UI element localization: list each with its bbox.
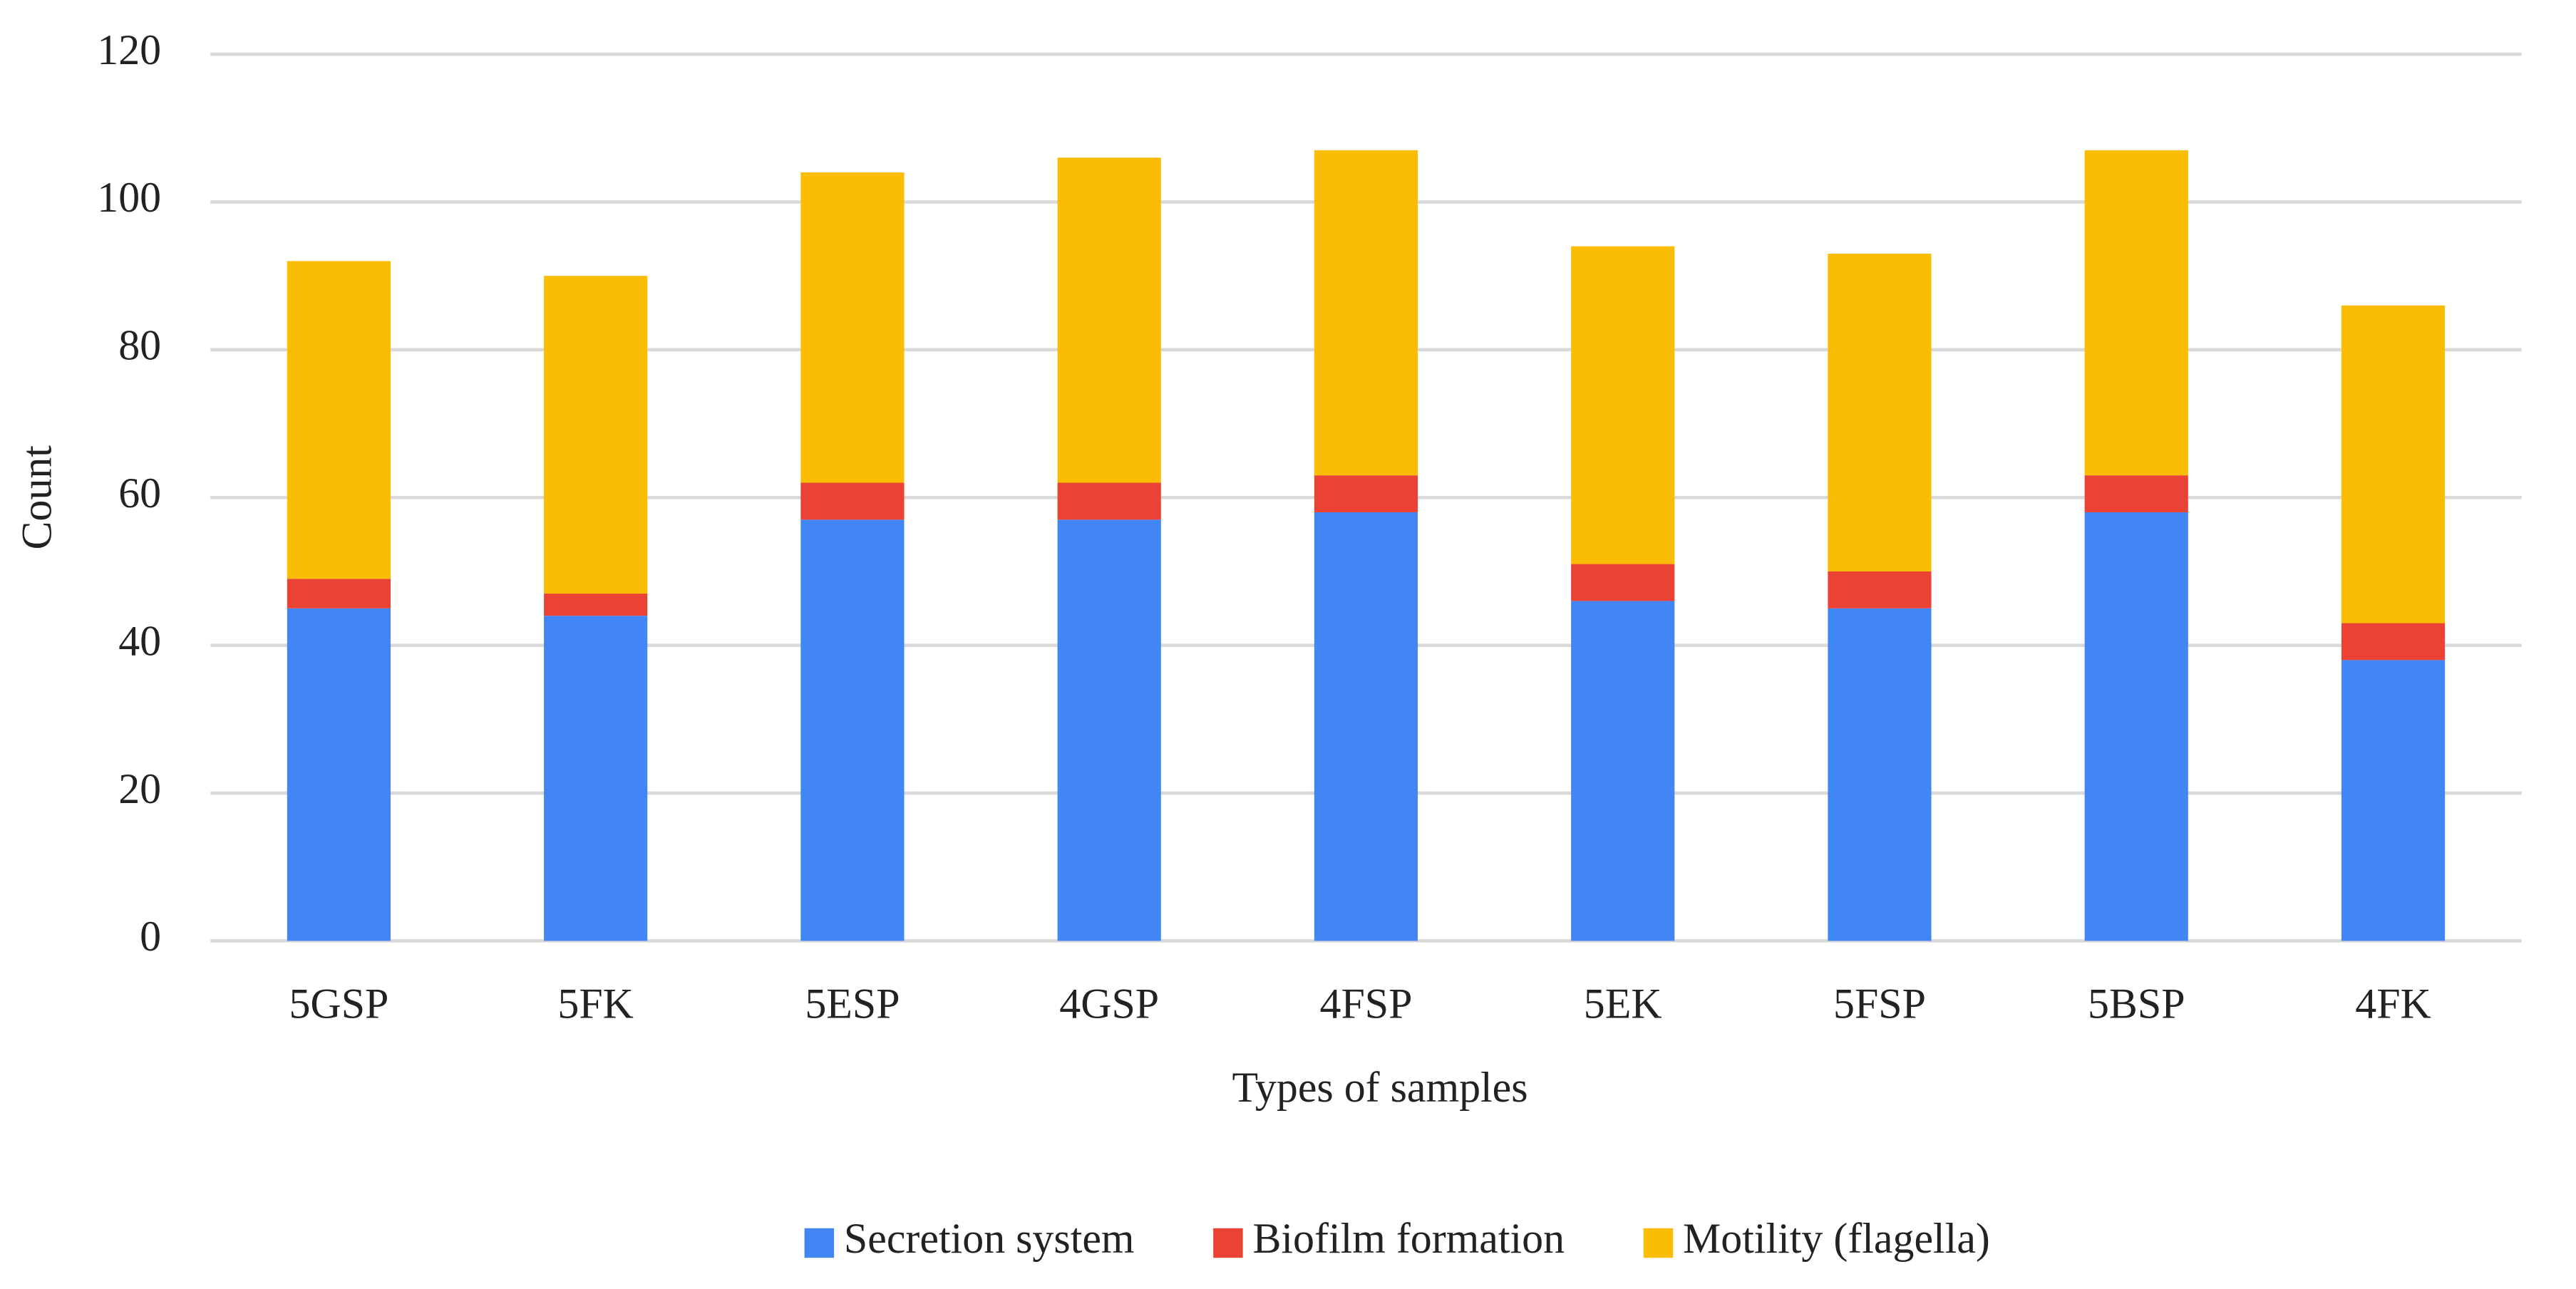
bar-segment xyxy=(1314,150,1418,476)
bar-segment xyxy=(1314,512,1418,941)
y-tick-label: 0 xyxy=(140,913,161,960)
bar-segment xyxy=(544,616,648,941)
x-tick-label: 5BSP xyxy=(2088,980,2185,1027)
legend-label: Biofilm formation xyxy=(1252,1215,1565,1262)
x-tick-label: 4GSP xyxy=(1059,980,1159,1027)
y-axis-title: Count xyxy=(14,445,61,550)
legend-swatch xyxy=(1213,1228,1243,1258)
bar-segment xyxy=(1828,608,1932,941)
legend-label: Motility (flagella) xyxy=(1683,1215,1990,1262)
bar-segment xyxy=(2084,150,2188,476)
bar-segment xyxy=(1571,601,1675,941)
legend-swatch xyxy=(1643,1228,1674,1258)
y-tick-label: 120 xyxy=(97,26,161,73)
x-tick-label: 4FK xyxy=(2355,980,2431,1027)
x-tick-label: 5ESP xyxy=(805,980,900,1027)
bar-segment xyxy=(1828,254,1932,571)
bar-segment xyxy=(287,608,391,941)
bar-segment xyxy=(287,261,391,579)
bar-segment xyxy=(1571,564,1675,601)
bar-segment xyxy=(287,579,391,609)
bar-segment xyxy=(1057,157,1161,483)
bar-segment xyxy=(2341,623,2446,661)
bar-segment xyxy=(2084,475,2188,512)
bar-segment xyxy=(1571,246,1675,564)
x-tick-label: 5GSP xyxy=(289,980,388,1027)
x-axis-title: Types of samples xyxy=(1232,1064,1528,1111)
bar-segment xyxy=(1828,571,1932,609)
x-tick-label: 5FSP xyxy=(1833,980,1926,1027)
bar-segment xyxy=(2341,305,2446,623)
legend-swatch xyxy=(804,1228,835,1258)
y-tick-label: 60 xyxy=(118,470,161,517)
y-tick-label: 80 xyxy=(118,322,161,369)
legend-label: Secretion system xyxy=(844,1215,1135,1262)
x-tick-label: 5EK xyxy=(1584,980,1662,1027)
bar-segment xyxy=(2084,512,2188,941)
bar-segment xyxy=(800,519,905,941)
y-tick-label: 20 xyxy=(118,765,161,812)
x-tick-label: 5FK xyxy=(557,980,634,1027)
bar-segment xyxy=(1057,519,1161,941)
x-tick-label: 4FSP xyxy=(1320,980,1413,1027)
bar-segment xyxy=(544,276,648,594)
y-tick-label: 40 xyxy=(118,617,161,664)
bar-segment xyxy=(800,172,905,483)
bar-segment xyxy=(1057,482,1161,520)
bar-segment xyxy=(800,482,905,520)
bar-segment xyxy=(2341,660,2446,941)
bar-segment xyxy=(1314,475,1418,512)
y-tick-label: 100 xyxy=(97,174,161,221)
bar-segment xyxy=(544,594,648,616)
